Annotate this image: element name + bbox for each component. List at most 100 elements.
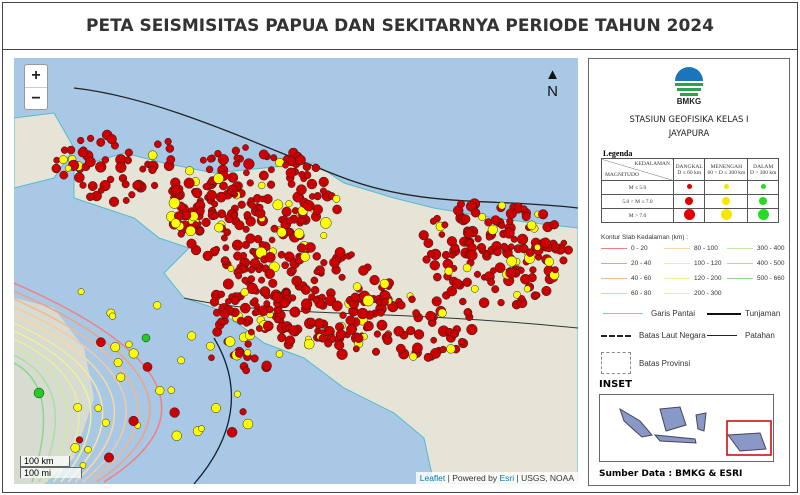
earthquake-marker[interactable] xyxy=(183,177,195,189)
earthquake-marker[interactable] xyxy=(462,263,472,273)
earthquake-marker[interactable] xyxy=(458,337,466,346)
earthquake-marker[interactable] xyxy=(320,232,328,240)
earthquake-marker[interactable] xyxy=(485,233,493,241)
earthquake-marker[interactable] xyxy=(115,161,127,173)
earthquake-marker[interactable] xyxy=(266,180,276,189)
earthquake-marker[interactable] xyxy=(222,278,234,290)
earthquake-marker[interactable] xyxy=(519,243,529,254)
earthquake-marker[interactable] xyxy=(544,256,554,267)
earthquake-marker[interactable] xyxy=(313,192,322,201)
earthquake-marker[interactable] xyxy=(73,403,83,412)
earthquake-marker[interactable] xyxy=(258,276,266,284)
earthquake-marker[interactable] xyxy=(279,297,290,309)
earthquake-marker[interactable] xyxy=(241,276,249,284)
earthquake-marker[interactable] xyxy=(334,339,345,351)
earthquake-marker[interactable] xyxy=(220,256,230,266)
earthquake-marker[interactable] xyxy=(85,156,96,168)
earthquake-marker[interactable] xyxy=(452,278,463,289)
earthquake-marker[interactable] xyxy=(217,317,225,325)
earthquake-marker[interactable] xyxy=(422,255,431,264)
earthquake-marker[interactable] xyxy=(247,328,255,336)
earthquake-marker[interactable] xyxy=(296,243,307,253)
earthquake-marker[interactable] xyxy=(121,180,130,189)
earthquake-marker[interactable] xyxy=(86,192,95,202)
earthquake-marker[interactable] xyxy=(243,211,252,219)
earthquake-marker[interactable] xyxy=(211,200,219,208)
earthquake-marker[interactable] xyxy=(106,175,115,184)
earthquake-marker[interactable] xyxy=(77,147,88,158)
earthquake-marker[interactable] xyxy=(369,274,380,286)
earthquake-marker[interactable] xyxy=(320,259,328,267)
earthquake-marker[interactable] xyxy=(122,197,130,204)
earthquake-marker[interactable] xyxy=(313,318,325,329)
zoom-in-button[interactable]: + xyxy=(31,67,41,84)
earthquake-marker[interactable] xyxy=(441,221,449,229)
earthquake-marker[interactable] xyxy=(113,358,123,367)
earthquake-marker[interactable] xyxy=(527,273,537,283)
earthquake-marker[interactable] xyxy=(211,403,221,413)
earthquake-marker[interactable] xyxy=(473,270,482,278)
earthquake-marker[interactable] xyxy=(439,345,447,354)
earthquake-marker[interactable] xyxy=(273,316,282,324)
earthquake-marker[interactable] xyxy=(520,205,528,213)
earthquake-marker[interactable] xyxy=(247,275,256,283)
earthquake-marker[interactable] xyxy=(186,238,197,249)
earthquake-marker[interactable] xyxy=(426,249,435,258)
earthquake-marker[interactable] xyxy=(213,173,224,184)
earthquake-marker[interactable] xyxy=(523,285,531,293)
earthquake-marker[interactable] xyxy=(275,350,284,358)
earthquake-marker[interactable] xyxy=(268,236,276,244)
earthquake-marker[interactable] xyxy=(560,239,568,247)
earthquake-marker[interactable] xyxy=(185,225,196,237)
earthquake-marker[interactable] xyxy=(171,430,182,441)
earthquake-marker[interactable] xyxy=(259,286,271,297)
earthquake-marker[interactable] xyxy=(348,251,355,258)
earthquake-marker[interactable] xyxy=(285,200,293,208)
earthquake-marker[interactable] xyxy=(205,165,214,174)
earthquake-marker[interactable] xyxy=(281,261,290,270)
earthquake-marker[interactable] xyxy=(285,167,297,179)
earthquake-marker[interactable] xyxy=(310,285,320,295)
earthquake-marker[interactable] xyxy=(303,200,315,212)
earthquake-marker[interactable] xyxy=(456,200,465,209)
earthquake-marker[interactable] xyxy=(150,181,159,190)
earthquake-marker[interactable] xyxy=(282,161,289,169)
earthquake-marker[interactable] xyxy=(153,301,162,310)
earthquake-marker[interactable] xyxy=(551,266,559,274)
earthquake-marker[interactable] xyxy=(463,227,475,239)
earthquake-marker[interactable] xyxy=(516,233,529,245)
earthquake-marker[interactable] xyxy=(418,230,429,241)
earthquake-marker[interactable] xyxy=(255,325,263,332)
earthquake-marker[interactable] xyxy=(497,298,505,307)
earthquake-marker[interactable] xyxy=(289,306,301,318)
earthquake-marker[interactable] xyxy=(206,189,217,201)
earthquake-marker[interactable] xyxy=(505,267,517,279)
earthquake-marker[interactable] xyxy=(214,222,224,233)
earthquake-marker[interactable] xyxy=(219,308,230,319)
earthquake-marker[interactable] xyxy=(154,140,162,149)
earthquake-marker[interactable] xyxy=(110,342,121,352)
earthquake-marker[interactable] xyxy=(446,236,457,247)
esri-link[interactable]: Esri xyxy=(499,473,515,483)
earthquake-marker[interactable] xyxy=(265,252,276,263)
earthquake-marker[interactable] xyxy=(379,279,390,289)
earthquake-marker[interactable] xyxy=(227,172,239,183)
earthquake-marker[interactable] xyxy=(125,340,133,348)
earthquake-marker[interactable] xyxy=(224,336,236,347)
earthquake-marker[interactable] xyxy=(526,220,537,231)
earthquake-marker[interactable] xyxy=(312,252,321,261)
earthquake-marker[interactable] xyxy=(319,187,327,195)
earthquake-marker[interactable] xyxy=(253,234,263,244)
earthquake-marker[interactable] xyxy=(509,203,516,211)
earthquake-marker[interactable] xyxy=(286,217,294,225)
earthquake-marker[interactable] xyxy=(318,334,327,343)
earthquake-marker[interactable] xyxy=(182,210,192,221)
earthquake-marker[interactable] xyxy=(212,308,221,317)
earthquake-marker[interactable] xyxy=(352,345,360,353)
earthquake-marker[interactable] xyxy=(460,214,471,224)
earthquake-marker[interactable] xyxy=(230,211,238,219)
earthquake-marker[interactable] xyxy=(491,285,500,294)
earthquake-marker[interactable] xyxy=(332,194,341,203)
earthquake-marker[interactable] xyxy=(247,265,256,274)
earthquake-marker[interactable] xyxy=(430,336,438,344)
